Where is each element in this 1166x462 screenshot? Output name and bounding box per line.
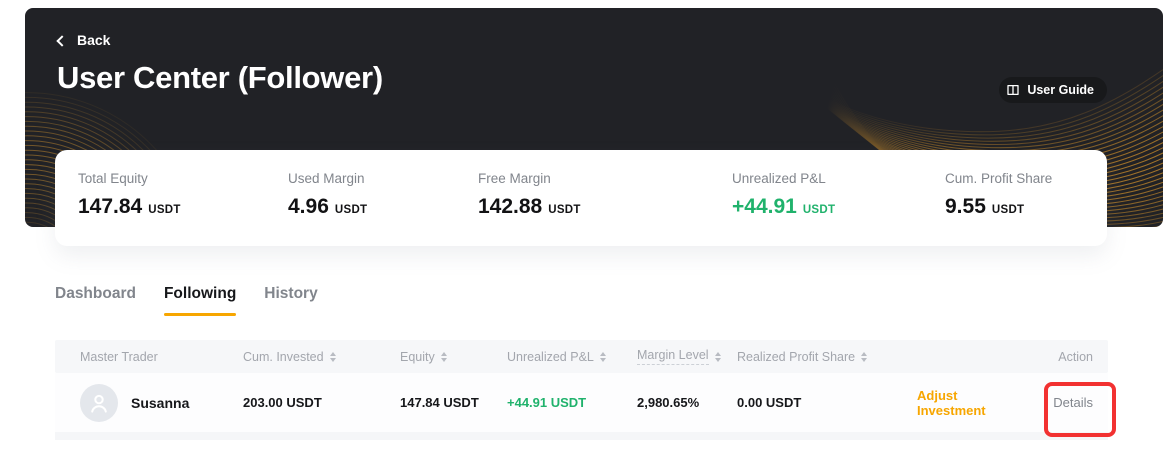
stat-label: Unrealized P&L (732, 171, 826, 186)
adjust-investment-button[interactable]: Adjust Investment (917, 387, 986, 418)
back-button[interactable]: Back (56, 32, 111, 48)
equity-cell: 147.84 USDT (400, 395, 479, 410)
stat-used-margin: Used Margin 4.96 USDT (288, 171, 367, 219)
column-realized-profit-share[interactable]: Realized Profit Share (737, 350, 917, 364)
stat-value: 147.84 USDT (78, 195, 181, 218)
tab-dashboard[interactable]: Dashboard (55, 285, 136, 302)
stat-cum-profit-share: Cum. Profit Share 9.55 USDT (945, 171, 1052, 219)
details-button[interactable]: Details (1053, 395, 1093, 410)
page-title: User Center (Follower) (57, 60, 383, 95)
sort-arrows-icon (329, 351, 336, 362)
stat-label: Used Margin (288, 171, 365, 186)
margin-level-cell: 2,980.65% (637, 395, 700, 410)
stat-label: Free Margin (478, 171, 551, 186)
user-guide-button[interactable]: User Guide (999, 77, 1107, 103)
table-header-row: Master Trader Cum. Invested Equity Unrea… (55, 340, 1108, 373)
column-equity[interactable]: Equity (400, 350, 507, 364)
realized-profit-share-cell: 0.00 USDT (737, 395, 802, 410)
user-guide-label: User Guide (1027, 83, 1094, 97)
stats-card: Total Equity 147.84 USDT Used Margin 4.96… (55, 150, 1107, 246)
tab-following[interactable]: Following (163, 285, 237, 316)
stat-value: 9.55 USDT (945, 195, 1025, 218)
stat-value: 4.96 USDT (288, 195, 368, 218)
stat-value: 142.88 USDT (478, 195, 581, 218)
stat-free-margin: Free Margin 142.88 USDT (478, 171, 581, 219)
column-action: Action (1058, 349, 1093, 364)
column-cum-invested[interactable]: Cum. Invested (243, 350, 400, 364)
table-row: Susanna 203.00 USDT 147.84 USDT +44.91 U… (55, 373, 1108, 432)
sort-arrows-icon (440, 351, 447, 362)
action-cell: Adjust Investment Details (917, 388, 1093, 418)
tab-history[interactable]: History (264, 285, 318, 302)
trader-name: Susanna (131, 394, 190, 411)
cum-invested-cell: 203.00 USDT (243, 395, 322, 410)
chevron-left-icon (56, 34, 68, 47)
stat-total-equity: Total Equity 147.84 USDT (78, 171, 181, 219)
person-silhouette-icon (80, 383, 118, 422)
column-master-trader: Master Trader (80, 349, 158, 364)
open-book-icon (1006, 83, 1020, 97)
back-label: Back (77, 32, 111, 48)
active-tab-underline (163, 313, 237, 316)
unrealized-pnl-cell: +44.91 USDT (507, 395, 587, 410)
master-trader-cell[interactable]: Susanna (80, 383, 243, 422)
stat-label: Cum. Profit Share (945, 171, 1053, 186)
stat-value: +44.91 USDT (732, 195, 836, 218)
stat-label: Total Equity (78, 171, 148, 186)
sort-arrows-icon (599, 351, 606, 362)
stat-unrealized-pnl: Unrealized P&L +44.91 USDT (732, 171, 835, 219)
following-table: Master Trader Cum. Invested Equity Unrea… (55, 340, 1108, 440)
sort-arrows-icon (861, 351, 868, 362)
sort-arrows-icon (714, 351, 721, 362)
table-footer-strip (55, 432, 1108, 440)
column-margin-level[interactable]: Margin Level (637, 348, 737, 365)
tab-bar: Dashboard Following History (55, 285, 318, 316)
column-unrealized-pnl[interactable]: Unrealized P&L (507, 350, 637, 364)
